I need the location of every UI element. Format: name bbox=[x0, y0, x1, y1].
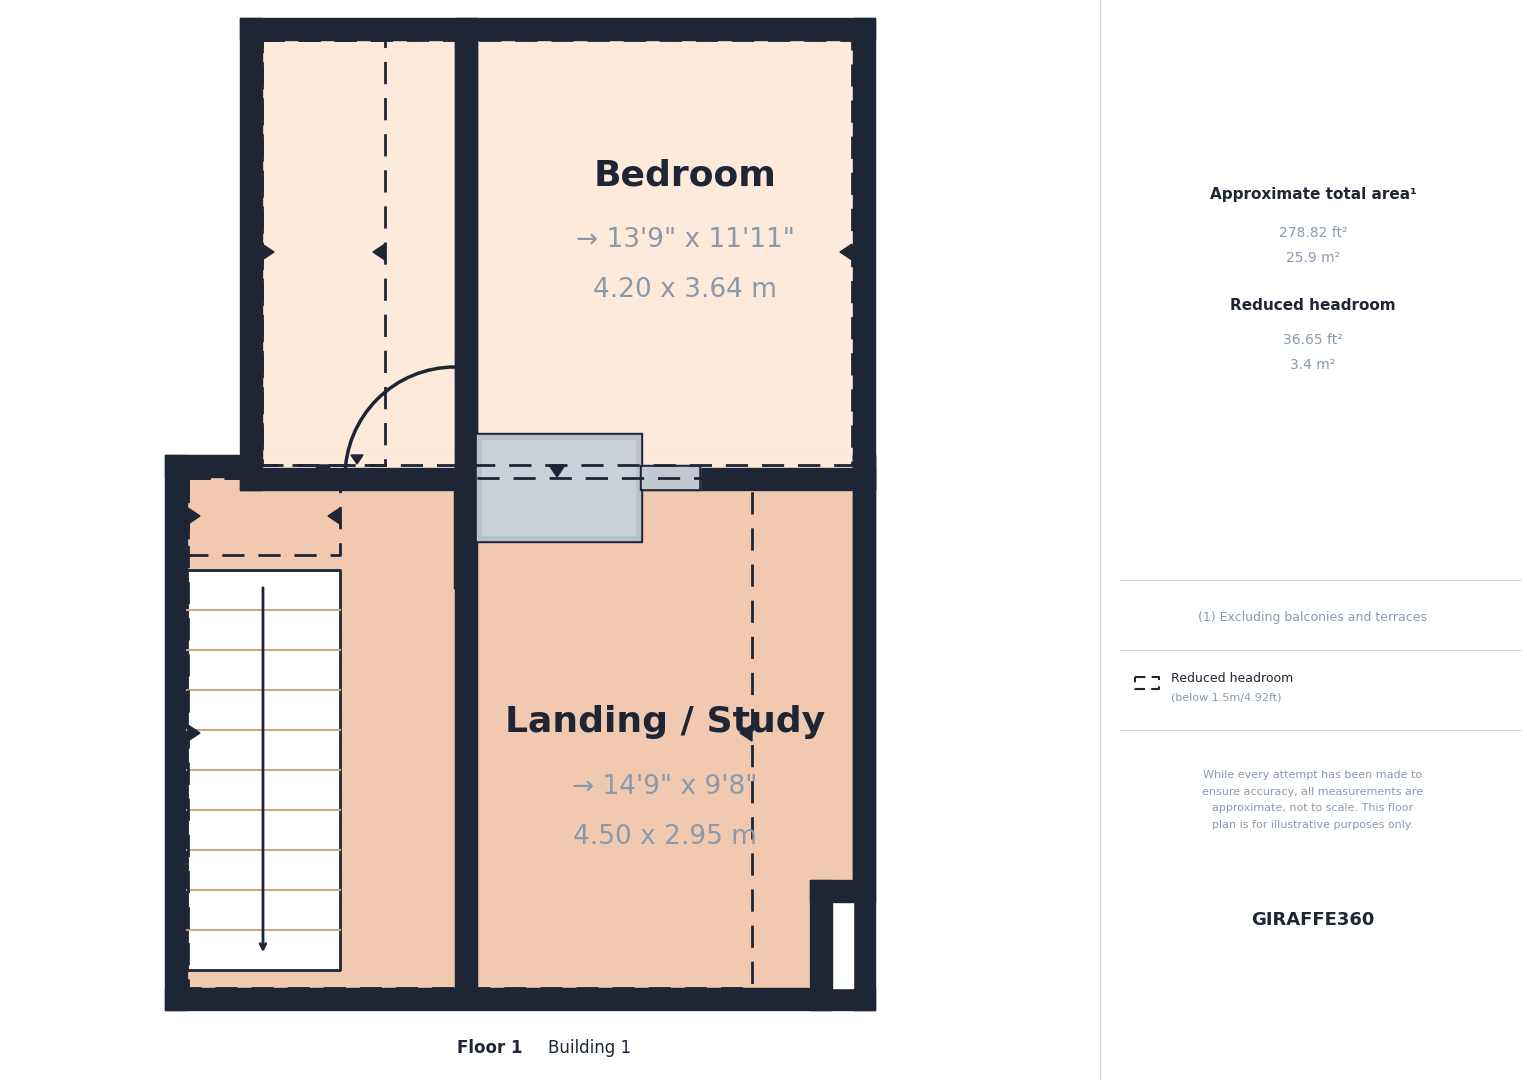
Polygon shape bbox=[854, 455, 875, 880]
Text: → 13'9" x 11'11": → 13'9" x 11'11" bbox=[576, 227, 794, 253]
Polygon shape bbox=[186, 570, 341, 970]
Polygon shape bbox=[186, 455, 854, 988]
Polygon shape bbox=[188, 508, 200, 524]
Polygon shape bbox=[240, 18, 263, 490]
Text: 36.65 ft²: 36.65 ft² bbox=[1283, 333, 1342, 347]
Polygon shape bbox=[809, 880, 832, 1010]
Polygon shape bbox=[315, 465, 331, 477]
Polygon shape bbox=[263, 40, 854, 490]
Text: Reduced headroom: Reduced headroom bbox=[1231, 297, 1396, 312]
Polygon shape bbox=[263, 244, 273, 260]
Polygon shape bbox=[463, 988, 478, 1000]
Text: 4.20 x 3.64 m: 4.20 x 3.64 m bbox=[592, 276, 777, 303]
Polygon shape bbox=[640, 465, 699, 490]
Text: Floor 1: Floor 1 bbox=[457, 1039, 522, 1057]
Polygon shape bbox=[0, 18, 240, 477]
Text: While every attempt has been made to
ensure accuracy, all measurements are
appro: While every attempt has been made to ens… bbox=[1202, 770, 1423, 829]
Polygon shape bbox=[741, 725, 751, 741]
Text: → 14'9" x 9'8": → 14'9" x 9'8" bbox=[573, 774, 757, 800]
Text: 25.9 m²: 25.9 m² bbox=[1286, 251, 1341, 265]
Polygon shape bbox=[315, 28, 331, 40]
Polygon shape bbox=[240, 18, 875, 40]
Polygon shape bbox=[455, 40, 476, 988]
Polygon shape bbox=[263, 455, 854, 490]
Polygon shape bbox=[476, 468, 875, 490]
Polygon shape bbox=[840, 244, 852, 260]
Text: (1) Excluding balconies and terraces: (1) Excluding balconies and terraces bbox=[1199, 611, 1428, 624]
Polygon shape bbox=[165, 455, 240, 477]
Polygon shape bbox=[328, 508, 341, 524]
Polygon shape bbox=[640, 465, 699, 490]
Polygon shape bbox=[809, 880, 854, 988]
Text: Reduced headroom: Reduced headroom bbox=[1171, 672, 1293, 685]
Polygon shape bbox=[483, 440, 635, 535]
Polygon shape bbox=[240, 468, 455, 490]
Text: Approximate total area¹: Approximate total area¹ bbox=[1209, 188, 1417, 203]
Polygon shape bbox=[475, 433, 641, 542]
Polygon shape bbox=[476, 435, 640, 540]
Text: Landing / Study: Landing / Study bbox=[505, 705, 825, 739]
Text: 3.4 m²: 3.4 m² bbox=[1290, 357, 1336, 372]
Polygon shape bbox=[188, 725, 200, 741]
Polygon shape bbox=[165, 455, 186, 1010]
Polygon shape bbox=[455, 18, 476, 477]
Polygon shape bbox=[165, 988, 875, 1010]
Polygon shape bbox=[373, 244, 385, 260]
Polygon shape bbox=[854, 18, 875, 490]
Polygon shape bbox=[809, 880, 875, 902]
Text: 4.50 x 2.95 m: 4.50 x 2.95 m bbox=[573, 824, 757, 850]
Text: Building 1: Building 1 bbox=[548, 1039, 632, 1057]
Text: Bedroom: Bedroom bbox=[594, 158, 776, 192]
Polygon shape bbox=[641, 467, 698, 488]
Text: (below 1.5m/4.92ft): (below 1.5m/4.92ft) bbox=[1171, 692, 1281, 702]
Polygon shape bbox=[550, 465, 565, 477]
Polygon shape bbox=[854, 455, 875, 1010]
Polygon shape bbox=[351, 455, 363, 464]
Text: 278.82 ft²: 278.82 ft² bbox=[1278, 226, 1347, 240]
Text: GIRAFFE360: GIRAFFE360 bbox=[1251, 912, 1374, 929]
